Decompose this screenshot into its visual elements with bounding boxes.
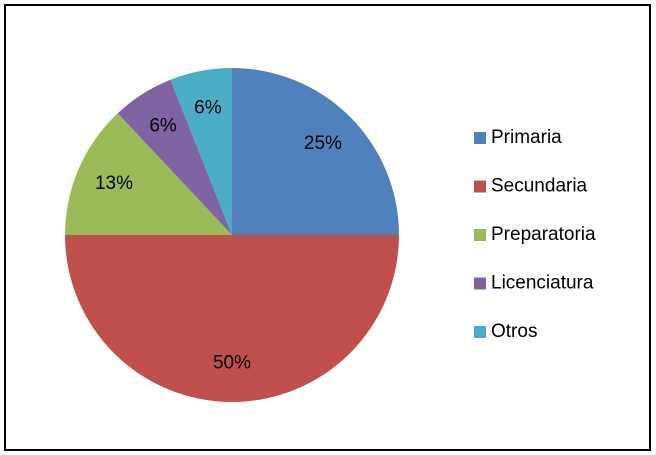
legend-swatch [474,132,486,144]
legend-swatch [474,326,486,338]
data-label: 25% [304,133,342,154]
legend-label: Licenciatura [491,273,594,294]
data-label: 6% [194,98,222,119]
data-label: 50% [213,353,251,374]
legend-label: Preparatoria [491,224,596,245]
pie-slice [232,68,399,235]
pie-slice [170,68,232,235]
legend-swatch [474,180,486,193]
legend-label: Otros [491,321,537,342]
pie-slice [117,79,232,235]
data-label: 13% [95,173,133,194]
legend-label: Secundaria [491,176,588,197]
legend-swatch [474,277,486,290]
pie-slice [65,235,399,402]
data-label: 6% [149,115,177,136]
legend-label: Primaria [491,127,562,148]
pie-slice [65,113,232,235]
legend-swatch [474,229,486,241]
